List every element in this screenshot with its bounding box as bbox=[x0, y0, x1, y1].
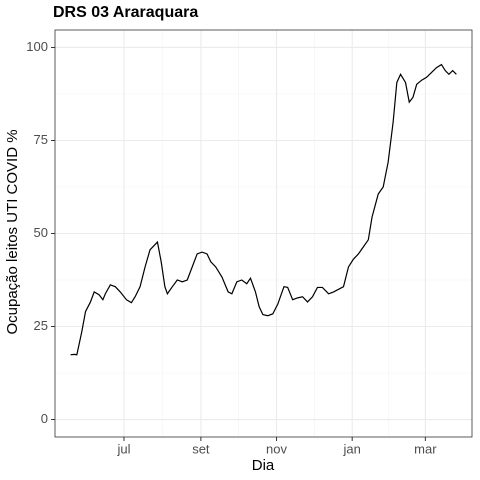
x-axis-label: Dia bbox=[252, 457, 275, 474]
x-tick-label: set bbox=[192, 441, 210, 456]
data-line bbox=[70, 63, 457, 356]
x-tick-label: jul bbox=[116, 441, 130, 456]
panel-border bbox=[54, 29, 473, 438]
x-tick-label: nov bbox=[266, 441, 287, 456]
chart-title: DRS 03 Araraquara bbox=[53, 4, 198, 21]
y-tick-label: 75 bbox=[34, 132, 48, 147]
y-tick-label: 25 bbox=[34, 318, 48, 333]
y-tick-label: 100 bbox=[26, 39, 48, 54]
x-tick-label: jan bbox=[343, 441, 361, 456]
x-tick-label: mar bbox=[414, 441, 437, 456]
y-tick-label: 0 bbox=[41, 411, 48, 426]
y-tick-label: 50 bbox=[34, 225, 48, 240]
y-axis-label: Ocupação leitos UTI COVID % bbox=[4, 129, 21, 334]
